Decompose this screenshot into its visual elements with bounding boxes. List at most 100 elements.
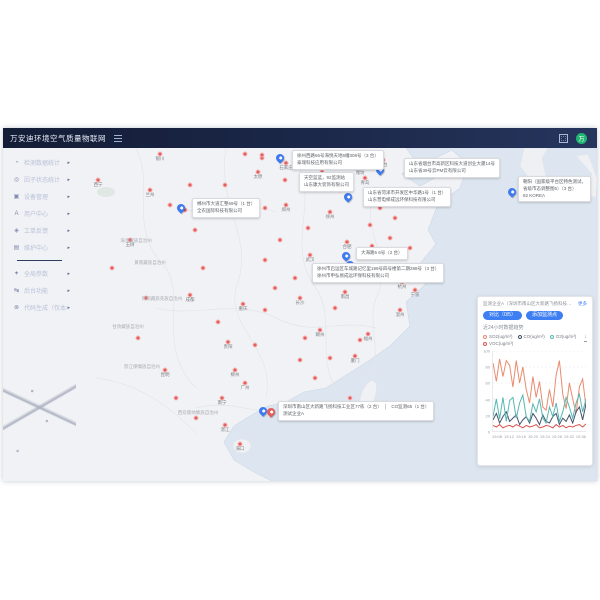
panel-buttons: 对比（0/5） 添加监测点 xyxy=(483,311,587,320)
station-popup[interactable]: 大海路5 6号（2 台） xyxy=(356,247,408,260)
navbar-actions: 万 xyxy=(559,132,597,144)
legend-marker xyxy=(517,334,522,339)
station-dot xyxy=(173,395,179,401)
sidebar-item-label: 工单反馈 xyxy=(24,229,49,235)
legend-item[interactable]: O3(ug/m³) xyxy=(549,334,577,339)
station-popup[interactable]: 深圳市南山区大新路飞扬科技工业区77栋（2 台） │ CO监测65（1 台） 测试… xyxy=(278,401,435,421)
sidebar-item[interactable]: ▤ 维护中心 ▸ xyxy=(3,239,76,256)
station-popup[interactable]: 徐州西路66号海悦天地5幢308号（3 台） 泰瑞科技应用有限公司 xyxy=(292,150,384,170)
top-navbar: 万安迪环境空气质量物联网 万 xyxy=(3,128,597,148)
sidebar-item-icon: ✦ xyxy=(13,271,20,277)
region-label: 西双版纳傣族自治州 xyxy=(177,410,219,415)
chevron-right-icon: ▸ xyxy=(67,193,70,200)
chart-legend: SO2(ug/m³) CO(ug/m³) O3(ug/m³) VOC(ug/m³) xyxy=(483,334,584,346)
station-dot xyxy=(387,235,393,241)
sidebar-item-label: 维护中心 xyxy=(24,246,49,252)
legend-item[interactable]: CO(ug/m³) xyxy=(517,334,545,339)
sidebar-item[interactable]: A 用户中心 ▸ xyxy=(3,205,76,222)
series-line-VOC(ug/m³) xyxy=(493,424,586,428)
station-dot xyxy=(327,355,333,361)
station-popup[interactable]: 山东省菏泽市开发区中华路1号（1 台） 山东营电梯成远环保科技有限公司 xyxy=(363,187,452,207)
add-station-button[interactable]: 添加监测点 xyxy=(525,311,563,320)
avatar[interactable]: 万 xyxy=(576,132,587,144)
trend-chart: 0 20 40 60 80 100 19:08 19:12 19:16 19:20 19:24 19… xyxy=(483,349,587,441)
popup-line: 山东省39号云PM云有限公司 xyxy=(409,167,466,173)
station-dot xyxy=(327,209,333,215)
popup-line: 山东省菏泽市开发区中华路1号（1 台） xyxy=(368,190,447,195)
station-popup[interactable]: 朝阳（国家级平台区特色测试， 省级市态调整图5）（3 台） 82 KOREA xyxy=(518,176,591,203)
series-line-CO(ug/m³) xyxy=(493,404,586,425)
legend-label: O3(ug/m³) xyxy=(555,334,577,339)
sidebar-item-label: 代码生成（仅本地） xyxy=(24,306,67,312)
station-dot xyxy=(135,335,141,341)
popup-line: 朝阳（国家级平台区特色测试， xyxy=(523,179,586,184)
chevron-right-icon: ▸ xyxy=(67,270,70,277)
sidebar-item[interactable]: ◎ 因子状态统计 ▸ xyxy=(3,171,76,188)
sidebar-item-icon: ▤ xyxy=(13,245,20,251)
sidebar-item[interactable]: ▣ 设备管理 ▸ xyxy=(3,188,76,205)
station-popup[interactable]: 徐州市启运区车城路记忆里199号四号楼第二期288号（3 台） 徐州市申弘易成远环… xyxy=(312,263,445,283)
station-dot xyxy=(283,202,289,208)
compare-button[interactable]: 对比（0/5） xyxy=(483,311,522,320)
plot-area xyxy=(492,351,586,432)
region-label: 阿坝藏族羌族自治州 xyxy=(141,296,183,301)
sidebar-item[interactable]: ✦ 全局参数 ▸ xyxy=(3,265,76,282)
fullscreen-icon[interactable] xyxy=(559,133,568,143)
station-dot xyxy=(297,357,303,363)
popup-line: 测试企业A xyxy=(283,410,305,416)
station-dot xyxy=(317,327,323,333)
city-label: 西宁 xyxy=(93,182,103,187)
city-label: 玉树 xyxy=(125,242,135,247)
city-label: 石家庄 xyxy=(279,165,293,170)
city-label: 南昌 xyxy=(340,294,350,299)
popup-line: 全农国际科技有限公司 xyxy=(197,207,242,213)
station-dot xyxy=(272,285,278,291)
hamburger-icon[interactable] xyxy=(114,134,122,142)
y-tick: 60 xyxy=(485,380,490,386)
popup-line: 山东营电梯成远环保科技有限公司 xyxy=(368,196,436,202)
station-dot xyxy=(277,237,283,243)
legend-item[interactable]: VOC(ug/m³) xyxy=(483,341,513,346)
sidebar-item[interactable]: ↹ 后台功能 ▸ xyxy=(3,282,76,299)
station-dot xyxy=(252,342,258,348)
sidebar-divider xyxy=(17,260,62,261)
station-dot xyxy=(262,257,268,263)
more-link[interactable]: 更多 xyxy=(578,301,587,306)
station-dot xyxy=(255,169,261,175)
station-popup[interactable]: 山东省烟台市高新区科技大道创业大厦14号 山东省39号云PM云有限公司 xyxy=(404,158,501,178)
sidebar-item[interactable]: ◈ 工单反馈 ▸ xyxy=(3,222,76,239)
y-tick: 100 xyxy=(483,348,490,354)
station-dot xyxy=(147,187,153,193)
station-dot xyxy=(259,152,265,158)
popup-line: 省级市态调整图5）（3 台） xyxy=(523,185,577,191)
station-dot xyxy=(262,307,268,313)
download-icon[interactable]: ↓ xyxy=(584,334,587,342)
popup-line: 天空蓝蓝，92监测站 xyxy=(304,175,346,180)
chevron-right-icon: ▸ xyxy=(67,210,70,217)
city-label: 徐州 xyxy=(325,214,335,219)
popup-line: 徐州西路66号海悦天地5幢308号（3 台） xyxy=(297,153,379,158)
sidebar-item-icon: ◈ xyxy=(14,228,19,234)
sidebar-item-icon: ▣ xyxy=(13,194,20,200)
station-popup[interactable]: 天空蓝蓝，92监测站 山东康大装饰有限公司 xyxy=(299,172,354,192)
station-dot xyxy=(215,319,221,325)
station-dot xyxy=(283,160,289,166)
station-dot xyxy=(192,227,198,233)
sidebar-item[interactable]: ⊗ 代码生成（仅本地）▸ xyxy=(3,299,76,316)
station-popup[interactable]: 郴州市大道汇整59号（1 台） 全农国际科技有限公司 xyxy=(192,198,261,218)
sidebar-item-label: 设备管理 xyxy=(24,195,49,201)
x-tick: 19:36 xyxy=(575,434,586,439)
station-dot xyxy=(242,151,248,157)
station-dot xyxy=(367,222,373,228)
chevron-right-icon: ▸ xyxy=(67,227,70,234)
station-dot xyxy=(344,239,350,245)
city-label: 成都 xyxy=(185,297,195,302)
city-label: 太原 xyxy=(253,174,263,179)
city-label: 青岛 xyxy=(360,180,370,185)
city-label: 长沙 xyxy=(295,300,305,305)
city-label: 宁波 xyxy=(410,292,420,297)
sidebar-item[interactable]: ◔ 检测数据统计 ▸ xyxy=(3,154,76,171)
station-dot xyxy=(305,225,311,231)
legend-item[interactable]: SO2(ug/m³) xyxy=(483,334,513,339)
x-tick: 19:08 xyxy=(492,434,503,439)
